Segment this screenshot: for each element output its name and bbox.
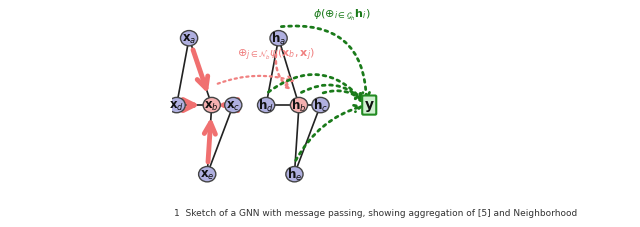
FancyArrowPatch shape <box>282 27 369 100</box>
Text: $\mathbf{h}_b$: $\mathbf{h}_b$ <box>291 98 307 114</box>
Text: $\mathbf{y}$: $\mathbf{y}$ <box>364 98 374 113</box>
Ellipse shape <box>168 98 185 113</box>
Ellipse shape <box>203 98 220 113</box>
Ellipse shape <box>180 31 198 47</box>
FancyArrowPatch shape <box>296 106 361 161</box>
Ellipse shape <box>198 167 216 182</box>
Ellipse shape <box>225 98 242 113</box>
Text: $\mathbf{h}_e$: $\mathbf{h}_e$ <box>287 166 302 183</box>
FancyArrowPatch shape <box>276 55 289 89</box>
Ellipse shape <box>270 31 287 47</box>
Text: $\mathbf{h}_d$: $\mathbf{h}_d$ <box>259 98 274 114</box>
FancyArrowPatch shape <box>268 75 363 101</box>
Text: $\oplus_{j \in \mathcal{N}_b} \psi(\mathbf{x}_b, \mathbf{x}_j)$: $\oplus_{j \in \mathcal{N}_b} \psi(\math… <box>237 47 315 63</box>
Text: $\mathbf{x}_e$: $\mathbf{x}_e$ <box>200 168 214 181</box>
Ellipse shape <box>257 98 275 113</box>
Text: 1  Sketch of a GNN with message passing, showing aggregation of [5] and Neighbor: 1 Sketch of a GNN with message passing, … <box>174 208 577 217</box>
Text: $\mathbf{h}_a$: $\mathbf{h}_a$ <box>271 31 286 47</box>
Text: $\mathbf{x}_b$: $\mathbf{x}_b$ <box>204 99 219 112</box>
Text: $\mathbf{x}_a$: $\mathbf{x}_a$ <box>182 32 196 46</box>
Text: $\phi \left(\oplus_{i \in \mathcal{G}_h} \mathbf{h}_i\right)$: $\phi \left(\oplus_{i \in \mathcal{G}_h}… <box>312 7 370 22</box>
FancyArrowPatch shape <box>218 76 293 84</box>
Text: $\mathbf{h}_c$: $\mathbf{h}_c$ <box>313 98 328 114</box>
Ellipse shape <box>286 167 303 182</box>
Text: $\mathbf{x}_d$: $\mathbf{x}_d$ <box>169 99 184 112</box>
Ellipse shape <box>312 98 329 113</box>
Ellipse shape <box>291 98 308 113</box>
Text: $\mathbf{x}_c$: $\mathbf{x}_c$ <box>226 99 241 112</box>
FancyBboxPatch shape <box>362 96 376 115</box>
FancyArrowPatch shape <box>323 91 362 101</box>
FancyArrowPatch shape <box>301 86 362 101</box>
